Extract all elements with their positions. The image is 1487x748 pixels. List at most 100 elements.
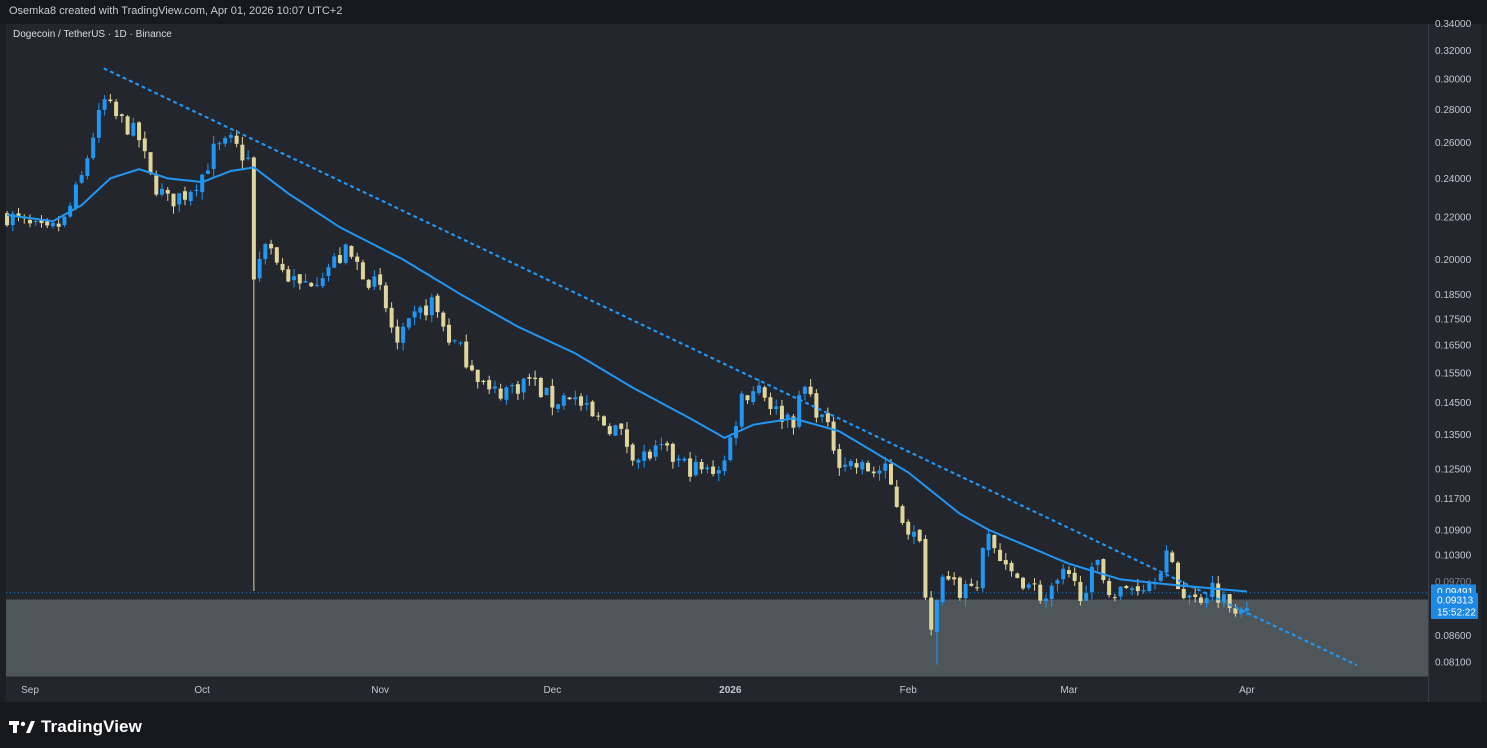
candle-body (85, 158, 90, 177)
candle-body (211, 143, 216, 169)
candle-body (234, 135, 239, 144)
candle-body (877, 470, 882, 474)
candle-body (297, 274, 302, 284)
candle-body (975, 587, 980, 589)
candle-body (797, 395, 802, 427)
candle-body (337, 255, 342, 263)
candle-body (119, 114, 124, 116)
price-tick-label: 0.10300 (1435, 551, 1472, 562)
support-zone-rect (6, 599, 1428, 676)
candle-body (62, 216, 67, 226)
candle-body (1221, 594, 1226, 602)
candle-body (952, 577, 957, 580)
candle-body (711, 466, 716, 474)
candle-body (406, 318, 411, 328)
candle-body (424, 305, 429, 316)
candle-body (114, 101, 119, 117)
price-tick-label: 0.28000 (1435, 105, 1472, 116)
candle-body (418, 307, 423, 313)
price-tick-label: 0.14500 (1435, 398, 1472, 409)
candle-body (378, 274, 383, 285)
candle-body (848, 461, 853, 467)
candle-body (1239, 608, 1244, 614)
countdown-label: 15:52:22 (1437, 608, 1476, 619)
candle-body (1107, 580, 1112, 596)
time-tick-label: Nov (371, 685, 389, 696)
candle-body (246, 157, 251, 159)
candle-body (1193, 594, 1198, 597)
symbol-legend[interactable]: Dogecoin / TetherUS · 1D · Binance (13, 29, 172, 40)
candle-body (619, 423, 624, 429)
candle-body (1124, 586, 1129, 589)
candle-body (177, 193, 182, 205)
candle-body (1049, 585, 1054, 600)
candle-body (435, 295, 440, 313)
candle-body (716, 470, 721, 474)
price-tick-label: 0.15500 (1435, 369, 1472, 380)
candle-body (722, 460, 727, 472)
candle-body (292, 276, 297, 281)
candle-body (538, 378, 543, 398)
candle-body (39, 220, 44, 224)
candle-body (1176, 562, 1180, 590)
price-tick-label: 0.24000 (1435, 174, 1472, 185)
candle-body (131, 122, 136, 136)
candle-body (670, 443, 675, 462)
candlestick-chart[interactable]: 0.34000 0.32000 0.30000 0.28000 0.26000 0.240… (0, 0, 1487, 702)
candle-body (160, 188, 165, 195)
candle-body (567, 397, 572, 400)
candle-body (693, 461, 698, 476)
candle-body (464, 341, 469, 368)
price-tick-label: 0.34000 (1435, 19, 1472, 30)
trendline (103, 67, 1358, 666)
candle-body (929, 597, 934, 630)
candle-body (969, 583, 974, 586)
candle-body (395, 326, 400, 343)
candle-body (762, 387, 767, 398)
candle-body (223, 138, 228, 144)
candle-body (217, 143, 222, 145)
candle-body (1078, 581, 1083, 602)
price-tick-label: 0.32000 (1435, 46, 1472, 57)
candle-body (1038, 584, 1043, 601)
price-tick-label: 0.12500 (1435, 464, 1472, 475)
candle-body (986, 533, 991, 551)
time-axis: Sep Oct Nov Dec 2026 Feb Mar Apr (6, 676, 1428, 696)
candle-body (515, 384, 520, 394)
candle-body (469, 365, 474, 371)
candle-body (303, 281, 308, 283)
candle-body (590, 401, 595, 417)
price-tick-label: 0.10900 (1435, 525, 1472, 536)
candle-body (1112, 597, 1117, 599)
candle-body (458, 342, 463, 344)
candle-body (785, 414, 790, 420)
price-tick-label: 0.13500 (1435, 430, 1472, 441)
candle-body (647, 451, 652, 459)
support-zone (6, 599, 1428, 676)
candle-body (1084, 592, 1089, 601)
candle-body (1061, 568, 1066, 580)
candle-body (636, 459, 641, 463)
candle-body (630, 444, 635, 461)
candle-body (584, 402, 589, 405)
candle-body (808, 386, 813, 395)
candle-body (934, 600, 939, 632)
candle-body (1181, 588, 1186, 599)
candle-body (45, 221, 50, 226)
candle-body (205, 170, 210, 174)
candle-body (487, 380, 492, 390)
candle-body (257, 258, 262, 279)
candle-body (320, 278, 325, 287)
candle-body (1233, 608, 1238, 614)
candle-body (355, 256, 360, 262)
candle-body (596, 415, 601, 417)
descending-trendline (103, 67, 1358, 666)
candle-body (1198, 597, 1203, 603)
candle-body (533, 377, 538, 380)
candle-body (73, 184, 78, 208)
candle-body (802, 386, 807, 394)
candle-body (1204, 598, 1209, 604)
brand[interactable]: TradingView (9, 717, 142, 737)
candle-body (5, 213, 10, 226)
